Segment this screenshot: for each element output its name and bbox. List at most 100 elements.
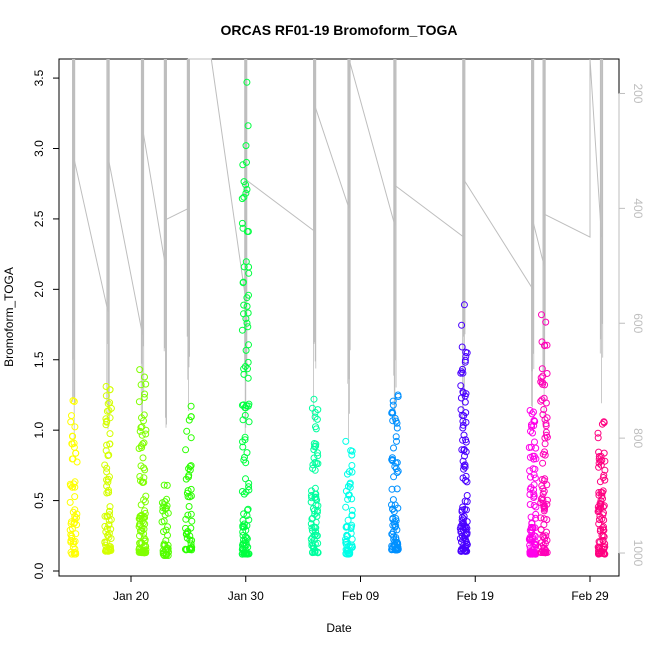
data-point — [101, 539, 109, 547]
data-point — [542, 428, 550, 436]
data-point — [528, 520, 536, 528]
data-point — [527, 513, 535, 521]
data-point — [243, 449, 251, 457]
data-point — [390, 473, 398, 481]
data-point — [239, 540, 247, 548]
data-point — [457, 394, 465, 402]
y-tick-label: 1.0 — [32, 422, 46, 439]
data-point — [106, 414, 114, 422]
data-point — [389, 528, 397, 536]
data-point — [183, 530, 190, 538]
data-point — [461, 398, 469, 406]
data-point — [542, 318, 550, 326]
data-point — [595, 463, 603, 471]
data-point — [458, 538, 465, 546]
data-point — [312, 493, 320, 501]
data-point — [543, 433, 551, 441]
data-point — [540, 507, 548, 515]
data-point — [137, 442, 145, 450]
data-point — [457, 406, 465, 414]
data-point — [600, 516, 608, 524]
data-point — [141, 507, 149, 515]
data-point — [458, 446, 466, 454]
data-point — [238, 195, 246, 203]
data-point — [457, 527, 465, 535]
data-point — [348, 462, 356, 469]
data-point — [138, 549, 145, 557]
data-point — [393, 485, 401, 493]
flight-series-rf04 — [158, 481, 172, 559]
data-point — [348, 541, 356, 549]
data-point — [389, 514, 397, 522]
altitude-profile-line — [73, 58, 602, 335]
data-point — [164, 523, 171, 531]
data-point — [244, 506, 251, 514]
data-point — [532, 455, 540, 463]
data-point — [390, 508, 398, 516]
data-point — [527, 473, 534, 481]
data-point — [348, 512, 356, 520]
data-point — [543, 341, 551, 349]
data-points-layer — [66, 78, 609, 559]
data-point — [539, 459, 547, 467]
y-tick-label: 1.5 — [32, 351, 46, 368]
data-point — [242, 142, 250, 150]
data-point — [392, 545, 400, 553]
data-point — [309, 548, 317, 556]
data-point — [463, 478, 471, 486]
right-axis-altitude: 200 400 600 800 1000 — [618, 83, 645, 567]
data-point — [184, 511, 192, 519]
data-point — [457, 382, 465, 390]
data-point — [103, 512, 111, 520]
data-point — [526, 407, 534, 414]
data-point — [601, 550, 609, 558]
data-point — [245, 341, 252, 349]
data-point — [163, 495, 171, 503]
data-point — [528, 550, 536, 558]
data-point — [529, 533, 537, 541]
data-point — [389, 397, 397, 405]
data-point — [137, 501, 145, 509]
data-point — [161, 546, 169, 554]
data-point — [459, 523, 467, 531]
data-point — [101, 522, 109, 530]
y-tick-label: 3.5 — [32, 69, 46, 86]
right-tick-label: 200 — [631, 83, 645, 103]
data-point — [139, 514, 147, 522]
data-point — [243, 158, 250, 166]
data-point — [530, 408, 537, 416]
data-point — [313, 532, 321, 540]
data-point — [245, 418, 253, 426]
data-point — [543, 496, 551, 504]
right-tick-label: 800 — [631, 428, 645, 448]
data-point — [136, 473, 144, 480]
x-axis: Jan 20 Jan 30 Feb 09 Feb 19 Feb 29 — [113, 576, 609, 603]
data-point — [243, 319, 251, 327]
data-point — [541, 448, 548, 456]
data-point — [242, 258, 250, 266]
data-point — [244, 323, 252, 331]
data-point — [71, 506, 79, 514]
data-point — [599, 474, 607, 481]
data-point — [394, 393, 402, 400]
data-point — [538, 476, 546, 483]
data-point — [73, 514, 80, 522]
data-point — [103, 482, 111, 490]
data-point — [309, 461, 317, 469]
data-point — [597, 488, 605, 496]
data-point — [238, 488, 246, 495]
data-point — [542, 549, 550, 557]
data-point — [141, 390, 149, 398]
data-point — [527, 549, 535, 557]
data-point — [313, 508, 321, 516]
data-point — [348, 447, 356, 455]
data-point — [460, 446, 468, 453]
data-point — [308, 404, 316, 412]
data-point — [140, 525, 148, 533]
data-point — [459, 436, 467, 444]
data-point — [140, 394, 148, 401]
flight-series-rf06 — [238, 78, 253, 558]
data-point — [66, 498, 74, 506]
